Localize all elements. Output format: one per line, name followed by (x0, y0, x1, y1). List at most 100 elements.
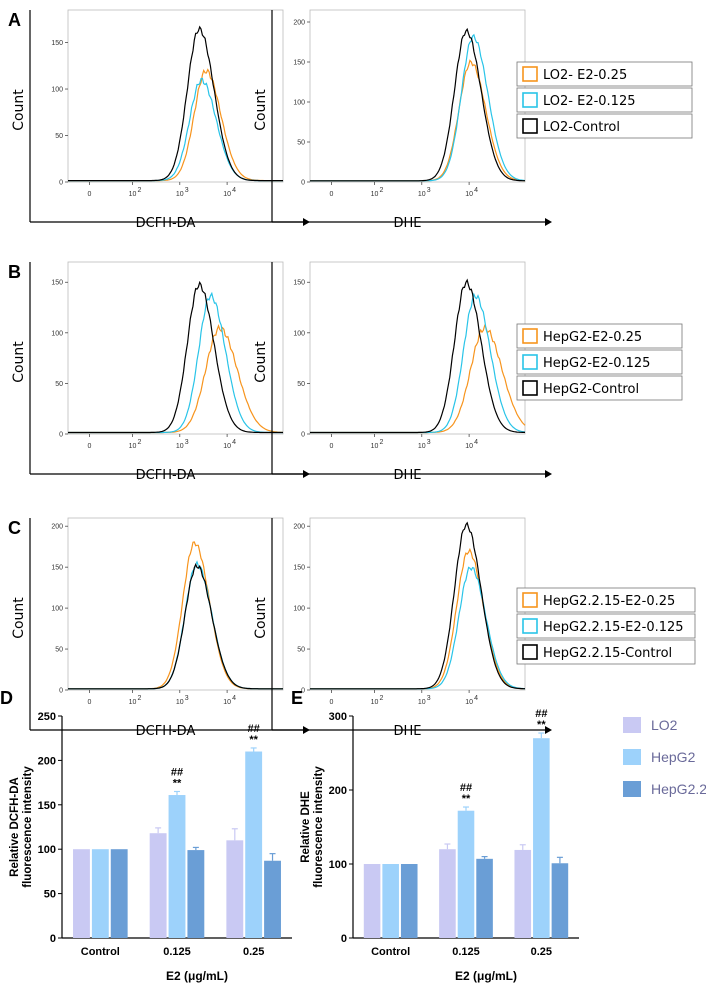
y-tick-label: 50 (297, 381, 305, 388)
y-tick-label: 150 (293, 280, 305, 287)
legend-label: HepG2.2.15-E2-0.125 (543, 620, 684, 635)
x-tick-label: 0.125 (163, 946, 191, 958)
x-tick-label: 10 (129, 191, 137, 198)
x-tick-exponent: 4 (232, 187, 236, 194)
bar-hepg2-0.125 (168, 795, 186, 938)
panel-label-b: B (8, 262, 21, 282)
x-axis-label: DHE (394, 468, 422, 483)
y-tick-label: 0 (59, 688, 63, 695)
x-tick-exponent: 4 (474, 695, 478, 702)
x-tick-label: 0.25 (531, 946, 552, 958)
histogram-series-1 (68, 68, 283, 182)
x-tick-label: 10 (465, 699, 473, 706)
x-tick-label: 10 (129, 443, 137, 450)
plot-frame (67, 261, 284, 435)
histogram-series-1 (310, 547, 526, 690)
x-tick-label: Control (371, 946, 410, 958)
bar-hepg2215-0.125 (187, 850, 205, 938)
x-tick-exponent: 2 (138, 187, 142, 194)
plot-frame (309, 261, 526, 435)
x-axis-label: DCFH-DA (136, 216, 196, 231)
plot-frame (309, 9, 526, 183)
histogram-series-3 (68, 280, 283, 434)
y-axis-label: Count (253, 89, 269, 131)
x-tick-label: 10 (418, 443, 426, 450)
legend-swatch (522, 66, 538, 82)
legend-swatch (522, 118, 538, 134)
x-tick-label: 0 (330, 699, 334, 706)
histogram-series-3 (310, 521, 525, 690)
x-tick-label: 10 (371, 443, 379, 450)
bar-hepg2-0.25 (245, 751, 263, 938)
y-tick-label: 300 (329, 711, 347, 723)
histogram-series-2 (310, 292, 526, 434)
x-tick-label: 0.125 (452, 946, 480, 958)
bar-lo2-Control (73, 849, 90, 938)
legend-box (516, 375, 683, 401)
x-tick-label: Control (81, 946, 120, 958)
y-tick-label: 250 (38, 711, 56, 723)
bar-hepg2-Control (382, 864, 399, 938)
x-tick-exponent: 4 (474, 187, 478, 194)
y-tick-label: 200 (38, 755, 56, 767)
y-axis-label-line1: Relative DHE (300, 791, 312, 863)
significance-hash: ## (248, 723, 260, 735)
x-axis-label: E2 (μg/mL) (166, 969, 228, 983)
legend-label: HepG2-E2-0.125 (543, 356, 650, 371)
y-axis-label-line2: fluorescence intensity (22, 766, 34, 888)
legend-box (516, 587, 696, 613)
x-tick-exponent: 3 (427, 187, 431, 194)
x-axis-label: DCFH-DA (136, 724, 196, 739)
bar-hepg2215-0.25 (551, 863, 569, 938)
legend-label: HepG2-Control (543, 382, 639, 397)
y-tick-label: 200 (329, 785, 347, 797)
x-tick-label: 10 (465, 191, 473, 198)
legend-swatch (522, 328, 538, 344)
y-tick-label: 100 (38, 844, 56, 856)
legend-swatch (522, 592, 538, 608)
y-tick-label: 50 (55, 381, 63, 388)
legend-swatch (522, 618, 538, 634)
significance-hash: ## (171, 766, 183, 778)
significance-star: ** (249, 734, 258, 746)
x-tick-label: 10 (465, 443, 473, 450)
y-tick-label: 150 (51, 280, 63, 287)
x-tick-label: 10 (223, 191, 231, 198)
bar-hepg2215-0.125 (476, 858, 493, 938)
bar-legend-label: HepG2 (651, 749, 696, 765)
significance-star: ** (173, 777, 182, 789)
legend-b: HepG2-E2-0.25 HepG2-E2-0.125 HepG2-Control (516, 323, 683, 401)
histogram-series-1 (68, 323, 283, 434)
plot-frame (309, 517, 526, 691)
x-tick-exponent: 4 (474, 439, 478, 446)
legend-label: HepG2.2.15-E2-0.25 (543, 594, 675, 609)
y-tick-label: 150 (38, 800, 56, 812)
x-tick-label: 0 (88, 443, 92, 450)
bar-legend-swatch (623, 781, 641, 797)
x-tick-label: 10 (129, 699, 137, 706)
y-tick-label: 150 (51, 40, 63, 47)
histogram-series-3 (310, 27, 525, 182)
histogram-series-3 (310, 278, 525, 434)
x-tick-exponent: 2 (380, 695, 384, 702)
bar-lo2-0.25 (514, 849, 532, 938)
bar-legend-swatch (623, 717, 641, 733)
x-axis-arrow (545, 218, 552, 226)
histogram-series-3 (68, 25, 283, 182)
y-tick-label: 150 (293, 60, 305, 67)
legend-swatch (522, 354, 538, 370)
y-tick-label: 100 (293, 606, 305, 613)
x-tick-label: 0 (330, 443, 334, 450)
y-axis-label-line1: Relative DCFH-DA (9, 777, 21, 877)
y-axis-label: Count (11, 341, 27, 383)
histogram-series-2 (68, 560, 283, 690)
y-tick-label: 150 (51, 565, 63, 572)
significance-hash: ## (460, 782, 472, 794)
legend-label: HepG2-E2-0.25 (543, 330, 642, 345)
bar-legend-swatch (623, 749, 641, 765)
x-axis-label: E2 (μg/mL) (455, 969, 517, 983)
